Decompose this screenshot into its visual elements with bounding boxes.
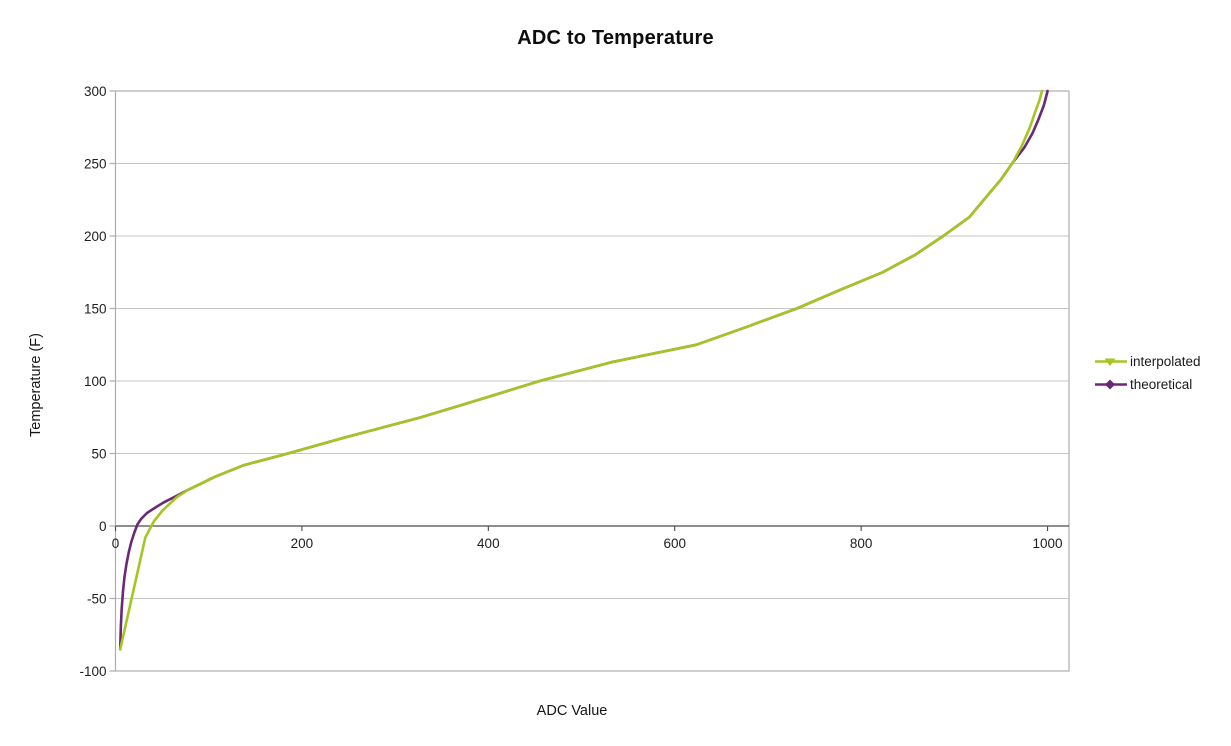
legend: interpolated theoretical: [1094, 350, 1201, 395]
y-tick-label-100: 100: [84, 374, 107, 389]
y-tick-label--100: -100: [79, 664, 106, 679]
legend-label-interpolated: interpolated: [1130, 353, 1201, 369]
theoretical-marker-icon: [1095, 379, 1127, 389]
legend-label-theoretical: theoretical: [1130, 376, 1193, 392]
y-tick-label-200: 200: [84, 229, 107, 244]
series-line-interpolated: [118, 89, 1044, 651]
x-tick-label-1000: 1000: [1033, 536, 1063, 551]
triangle-down-icon: [1104, 358, 1116, 366]
y-tick-label-250: 250: [84, 156, 107, 171]
x-tick-label-800: 800: [850, 536, 873, 551]
y-tick-label-50: 50: [91, 446, 106, 461]
x-tick-label-600: 600: [663, 536, 686, 551]
y-axis-title: Temperature (F): [28, 333, 44, 437]
x-axis-title: ADC Value: [536, 703, 608, 719]
interpolated-marker-icon: [1095, 358, 1127, 366]
x-tick-label-0: 0: [112, 536, 120, 551]
y-tick-label-0: 0: [99, 519, 107, 534]
y-tick-label--50: -50: [87, 591, 107, 606]
diamond-icon: [1105, 379, 1115, 389]
x-tick-label-400: 400: [477, 536, 500, 551]
y-tick-label-300: 300: [84, 84, 107, 99]
legend-item-theoretical: theoretical: [1094, 373, 1201, 395]
y-tick-label-150: 150: [84, 301, 107, 316]
x-tick-label-200: 200: [291, 536, 314, 551]
chart-title: ADC to Temperature: [517, 27, 714, 49]
legend-item-interpolated: interpolated: [1094, 350, 1201, 372]
